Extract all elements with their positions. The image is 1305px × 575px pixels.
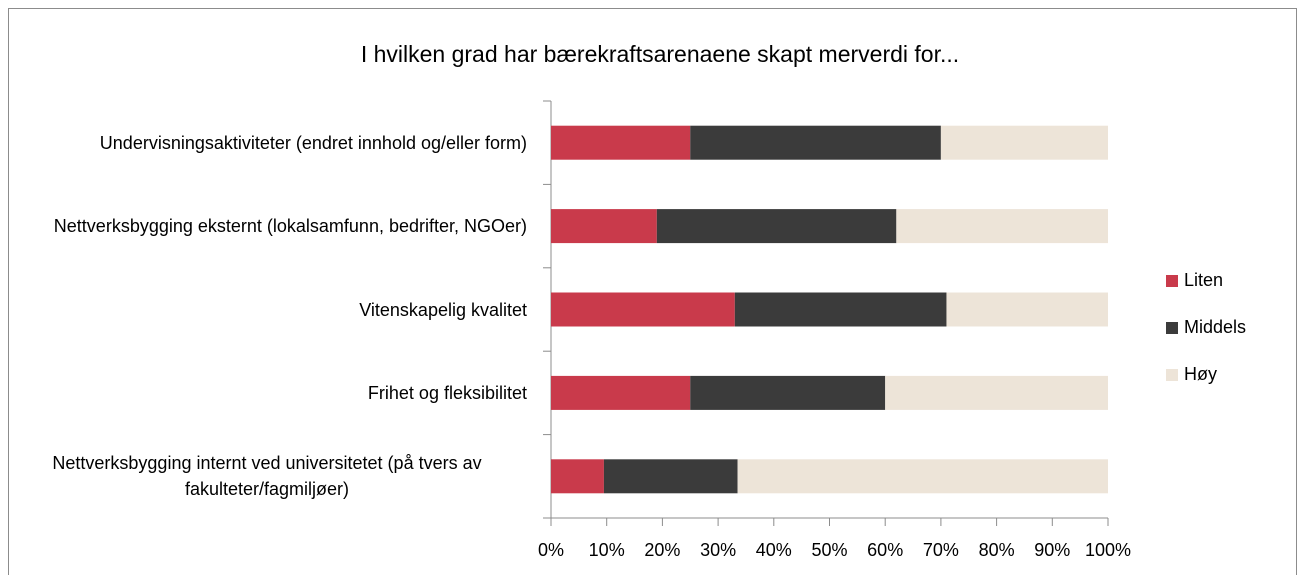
x-tick-label: 60% (867, 540, 903, 560)
x-tick-label: 70% (923, 540, 959, 560)
x-tick-label: 30% (700, 540, 736, 560)
x-tick-label: 0% (538, 540, 564, 560)
x-tick-label: 10% (589, 540, 625, 560)
category-label: Vitenskapelig kvalitet (0, 297, 527, 323)
legend-label: Middels (1184, 317, 1246, 337)
category-label: Nettverksbygging internt ved universitet… (0, 450, 527, 502)
x-tick-label: 50% (811, 540, 847, 560)
bar-segment (946, 292, 1108, 327)
legend-swatch (1166, 275, 1178, 287)
category-label: Nettverksbygging eksternt (lokalsamfunn,… (0, 213, 527, 239)
bar-segment (551, 459, 604, 494)
bar-segment (690, 125, 941, 160)
legend-swatch (1166, 369, 1178, 381)
category-label: Undervisningsaktiviteter (endret innhold… (0, 130, 527, 156)
bar-segment (551, 209, 657, 244)
category-text: Vitenskapelig kvalitet (359, 299, 527, 320)
bar-segment (896, 209, 1108, 244)
bar-segment (656, 209, 897, 244)
bar-segment (551, 292, 735, 327)
x-tick-label: 80% (979, 540, 1015, 560)
legend-label: Liten (1184, 270, 1223, 290)
x-tick-label: 20% (644, 540, 680, 560)
legend-swatch (1166, 322, 1178, 334)
bar-segment (690, 375, 886, 410)
chart-title: I hvilken grad har bærekraftsarenaene sk… (361, 41, 959, 67)
bar-segment (551, 125, 691, 160)
bar-segment (737, 459, 1108, 494)
bar-segment (603, 459, 738, 494)
category-text: Nettverksbygging internt ved universitet… (52, 453, 482, 500)
bar-segment (940, 125, 1108, 160)
category-text: Nettverksbygging eksternt (lokalsamfunn,… (53, 216, 527, 237)
x-tick-label: 40% (756, 540, 792, 560)
bar-segment (551, 375, 691, 410)
legend-label: Høy (1184, 364, 1217, 384)
bar-segment (734, 292, 947, 327)
category-label: Frihet og fleksibilitet (0, 380, 527, 406)
category-text: Frihet og fleksibilitet (367, 382, 527, 403)
bar-segment (885, 375, 1108, 410)
x-tick-label: 100% (1085, 540, 1131, 560)
x-tick-label: 90% (1034, 540, 1070, 560)
category-text: Undervisningsaktiviteter (endret innhold… (99, 132, 527, 153)
